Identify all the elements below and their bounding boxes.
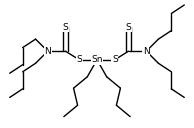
Text: Sn: Sn xyxy=(91,55,103,64)
Text: S: S xyxy=(63,23,68,31)
Text: S: S xyxy=(76,55,82,64)
Text: N: N xyxy=(44,47,51,56)
Text: N: N xyxy=(143,47,150,56)
Text: S: S xyxy=(126,23,131,31)
Text: S: S xyxy=(112,55,118,64)
